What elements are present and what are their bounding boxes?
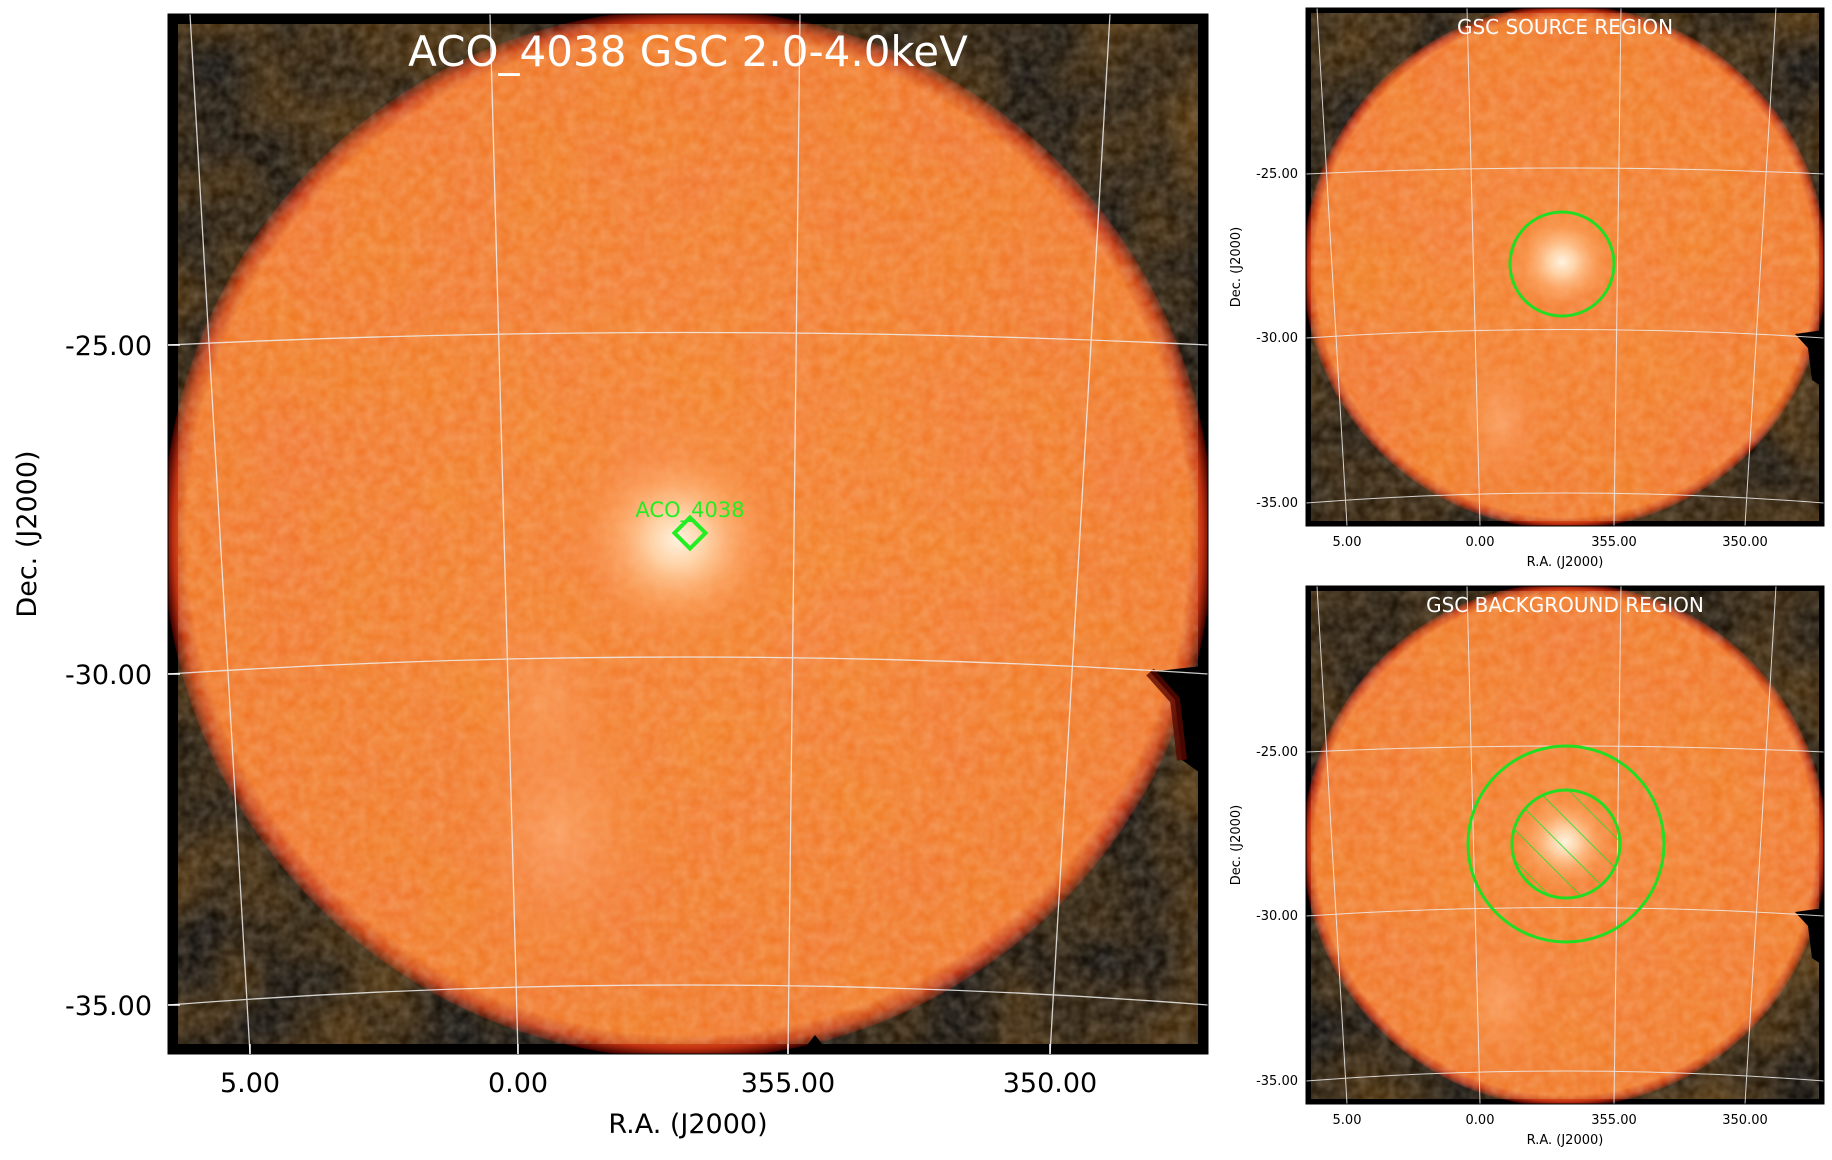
source-region-image	[1306, 8, 1824, 526]
source-coordinate-grid	[1306, 8, 1824, 526]
background-inner-circle	[1510, 788, 1622, 900]
source-region-panel: GSC SOURCE REGION 5.00 0.00 355.00 350.0…	[1229, 7, 1825, 570]
background-region-image	[1306, 586, 1824, 1104]
source-label: ACO_4038	[635, 498, 744, 523]
background-x-axis-label: R.A. (J2000)	[1527, 1133, 1604, 1148]
background-y-axis-label: Dec. (J2000)	[1229, 805, 1244, 885]
source-y-axis-label: Dec. (J2000)	[1229, 227, 1244, 307]
main-ra-tick-label: 0.00	[488, 1068, 548, 1099]
source-ra-tick-label: 5.00	[1333, 535, 1362, 550]
background-ra-tick-label: 355.00	[1591, 1113, 1637, 1128]
main-y-axis-label: Dec. (J2000)	[12, 450, 43, 617]
background-dec-tick-label: -25.00	[1256, 745, 1298, 760]
excluded-source-hatch	[1512, 790, 1620, 898]
main-ticks	[168, 344, 1051, 1054]
background-ra-tick-label: 350.00	[1722, 1113, 1768, 1128]
main-x-axis-label: R.A. (J2000)	[608, 1109, 767, 1140]
source-ra-tick-label: 350.00	[1722, 535, 1768, 550]
source-ra-tick-label: 0.00	[1466, 535, 1495, 550]
source-dec-tick-label: -25.00	[1256, 167, 1298, 182]
main-title: ACO_4038 GSC 2.0-4.0keV	[408, 27, 968, 76]
background-plot-frame	[1305, 585, 1825, 1105]
main-image	[168, 14, 1208, 1054]
source-dec-tick-label: -35.00	[1256, 496, 1298, 511]
main-ra-tick-label: 350.00	[1003, 1068, 1097, 1099]
background-dec-tick-label: -35.00	[1256, 1074, 1298, 1089]
main-plot-frame	[167, 13, 1209, 1055]
source-region-circle	[1508, 210, 1616, 318]
source-dec-tick-label: -30.00	[1256, 331, 1298, 346]
background-ra-tick-label: 0.00	[1466, 1113, 1495, 1128]
source-marker	[671, 514, 709, 552]
main-dec-tick-label: -30.00	[65, 660, 152, 691]
source-x-axis-label: R.A. (J2000)	[1527, 555, 1604, 570]
main-panel: ACO_4038 GSC 2.0-4.0keV ACO_4038 5.00 0.…	[12, 13, 1209, 1140]
main-ra-tick-label: 355.00	[741, 1068, 835, 1099]
source-plot-frame	[1305, 7, 1825, 527]
main-dec-tick-label: -35.00	[65, 991, 152, 1022]
main-ra-tick-label: 5.00	[220, 1068, 280, 1099]
coordinate-grid	[168, 14, 1208, 1054]
background-dec-tick-label: -30.00	[1256, 909, 1298, 924]
background-panel-title: GSC BACKGROUND REGION	[1426, 593, 1704, 617]
background-ra-tick-label: 5.00	[1333, 1113, 1362, 1128]
background-outer-circle	[1466, 744, 1666, 944]
source-panel-title: GSC SOURCE REGION	[1457, 15, 1673, 39]
background-region-panel: GSC BACKGROUND REGION 5.00 0.00 355.00 3…	[1229, 585, 1825, 1148]
main-dec-tick-label: -25.00	[65, 331, 152, 362]
source-ra-tick-label: 355.00	[1591, 535, 1637, 550]
